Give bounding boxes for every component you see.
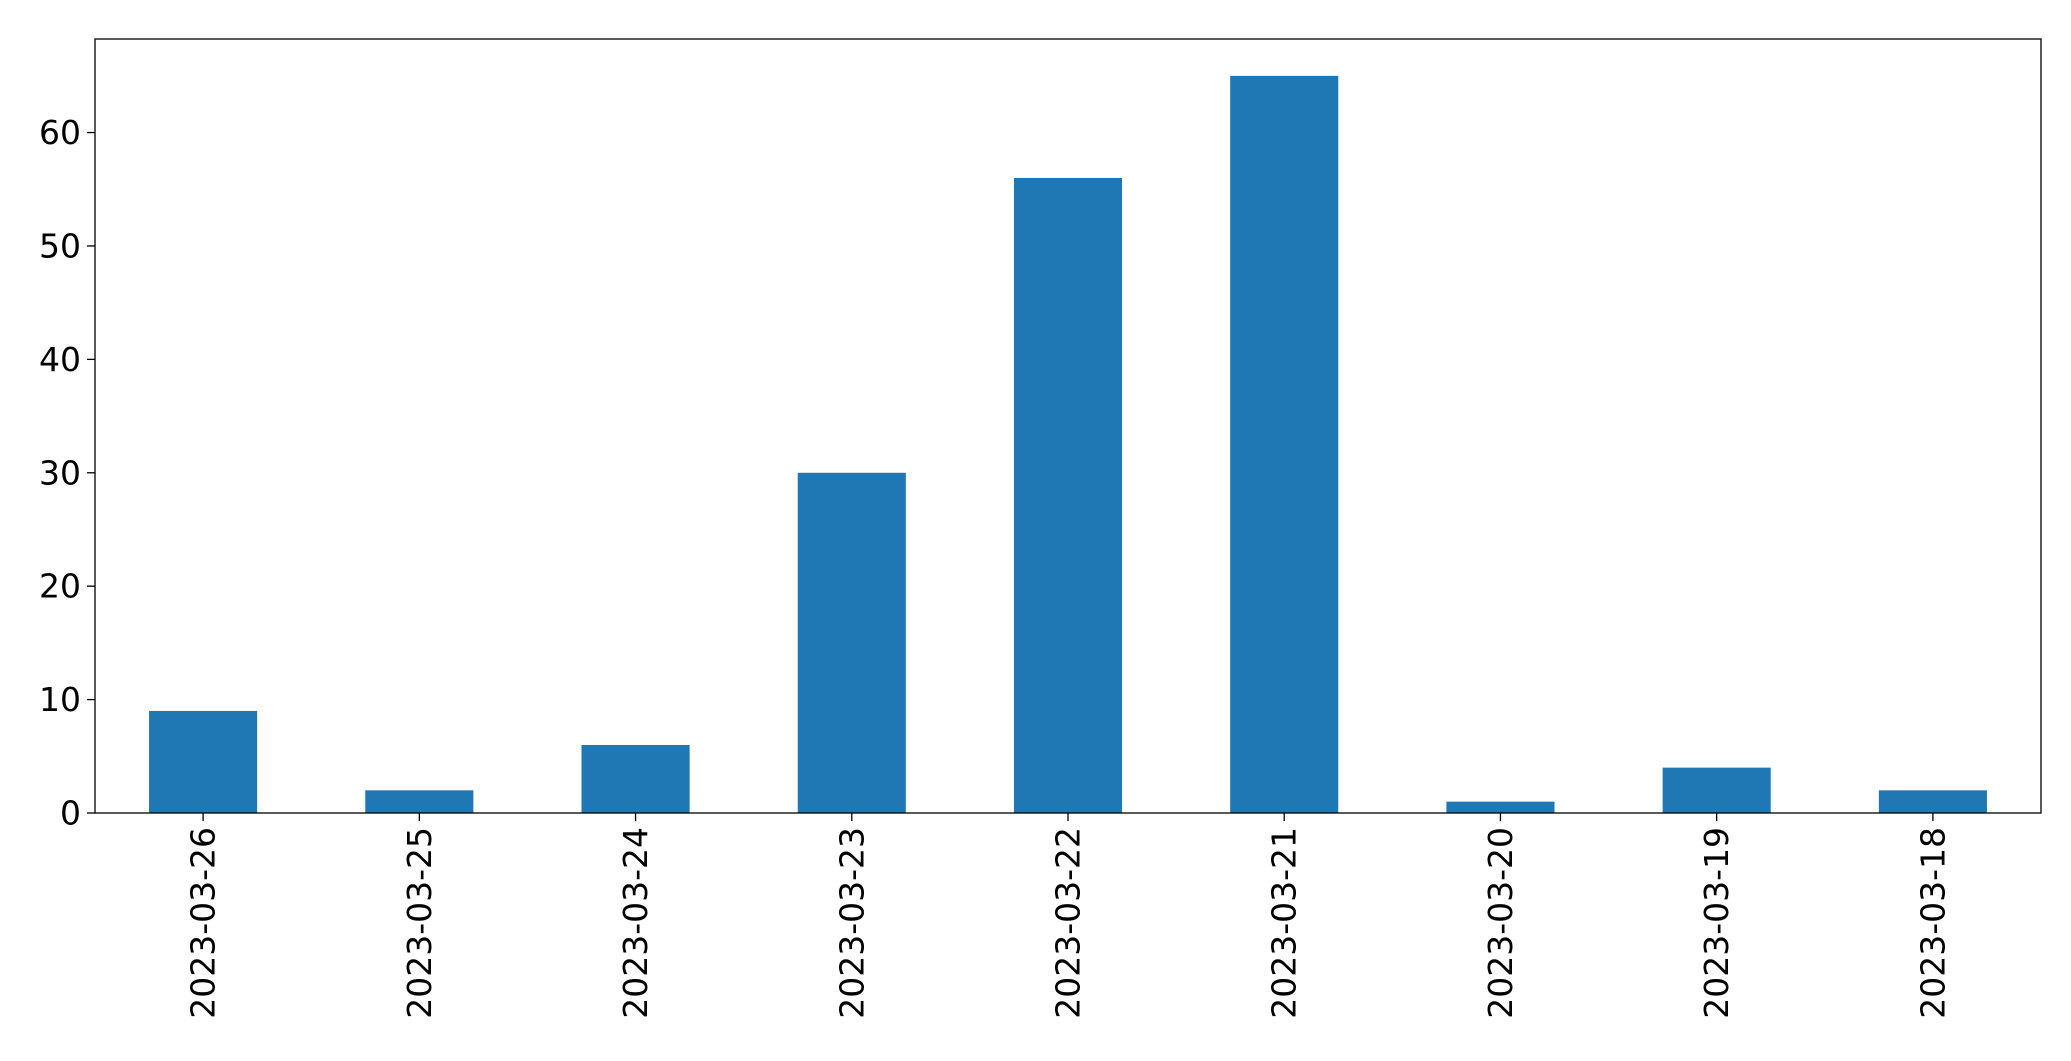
bar-2023-03-20 bbox=[1446, 801, 1555, 813]
x-tick-label: 2023-03-21 bbox=[1265, 827, 1304, 1019]
x-tick-label: 2023-03-20 bbox=[1481, 827, 1520, 1019]
x-tick-label: 2023-03-23 bbox=[832, 827, 871, 1019]
x-axis-ticks: 2023-03-26 2023-03-25 2023-03-24 2023-03-23… bbox=[184, 813, 1952, 1019]
bar-2023-03-21 bbox=[1230, 75, 1339, 814]
y-tick-label: 0 bbox=[60, 794, 81, 833]
bar-2023-03-19 bbox=[1662, 767, 1771, 813]
x-tick-label: 2023-03-26 bbox=[184, 827, 223, 1019]
x-tick-label: 2023-03-24 bbox=[616, 827, 655, 1019]
plot-frame bbox=[94, 38, 2042, 814]
y-tick-label: 60 bbox=[39, 113, 81, 152]
bar-2023-03-25 bbox=[365, 790, 474, 813]
bar-2023-03-23 bbox=[797, 472, 906, 813]
y-tick-label: 50 bbox=[39, 226, 81, 265]
bar-2023-03-24 bbox=[581, 744, 690, 813]
y-axis-ticks: 0 10 20 30 40 50 60 bbox=[39, 113, 95, 833]
bars bbox=[149, 75, 1987, 814]
x-tick-label: 2023-03-19 bbox=[1697, 827, 1736, 1019]
y-tick-label: 10 bbox=[39, 680, 81, 719]
x-tick-label: 2023-03-18 bbox=[1913, 827, 1952, 1019]
bar-2023-03-22 bbox=[1013, 177, 1123, 813]
bar-2023-03-18 bbox=[1878, 790, 1987, 813]
x-tick-label: 2023-03-25 bbox=[400, 827, 439, 1019]
y-tick-label: 30 bbox=[39, 453, 81, 492]
x-tick-label: 2023-03-22 bbox=[1049, 827, 1088, 1019]
y-tick-label: 20 bbox=[39, 567, 81, 606]
bar-2023-03-26 bbox=[149, 710, 258, 813]
y-tick-label: 40 bbox=[39, 340, 81, 379]
